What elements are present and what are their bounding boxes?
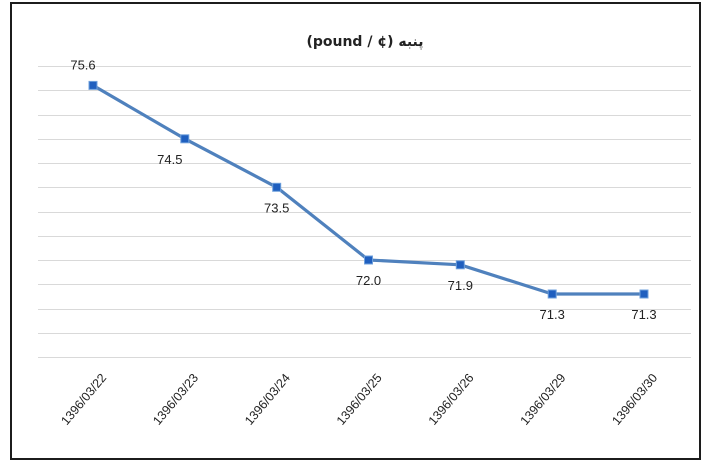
data-label: 72.0 — [356, 273, 381, 288]
x-tick-label: 1396/03/26 — [426, 371, 477, 428]
data-point-marker — [547, 289, 557, 299]
data-label: 73.5 — [264, 200, 289, 215]
x-tick-label: 1396/03/22 — [58, 371, 109, 428]
data-label: 71.3 — [540, 307, 565, 322]
data-point-marker — [88, 80, 98, 90]
data-label: 75.6 — [70, 57, 95, 72]
chart-frame: پنبه (¢ / pound) 75.6 74.5 73.5 72.0 71.9 71.… — [10, 2, 701, 460]
x-tick-label: 1396/03/24 — [242, 371, 293, 428]
data-point-marker — [639, 289, 649, 299]
series-layer — [88, 80, 649, 299]
data-point-marker — [455, 260, 465, 270]
data-labels: 75.6 74.5 73.5 72.0 71.9 71.3 71.3 — [70, 57, 656, 322]
x-tick-label: 1396/03/25 — [334, 371, 385, 428]
data-point-marker — [364, 255, 373, 265]
line-chart: پنبه (¢ / pound) 75.6 74.5 73.5 72.0 71.9 71.… — [38, 34, 691, 428]
x-tick-label: 1396/03/30 — [609, 371, 660, 428]
data-point-marker — [180, 134, 190, 144]
data-point-marker — [272, 182, 282, 192]
chart-title: پنبه (¢ / pound) — [306, 34, 423, 50]
x-tick-label: 1396/03/23 — [150, 371, 201, 428]
data-label: 74.5 — [157, 152, 182, 167]
data-label: 71.3 — [631, 307, 656, 322]
x-tick-label: 1396/03/29 — [518, 371, 569, 428]
data-label: 71.9 — [448, 278, 473, 293]
x-axis-ticks: 1396/03/22 1396/03/23 1396/03/24 1396/03/25… — [58, 371, 660, 428]
